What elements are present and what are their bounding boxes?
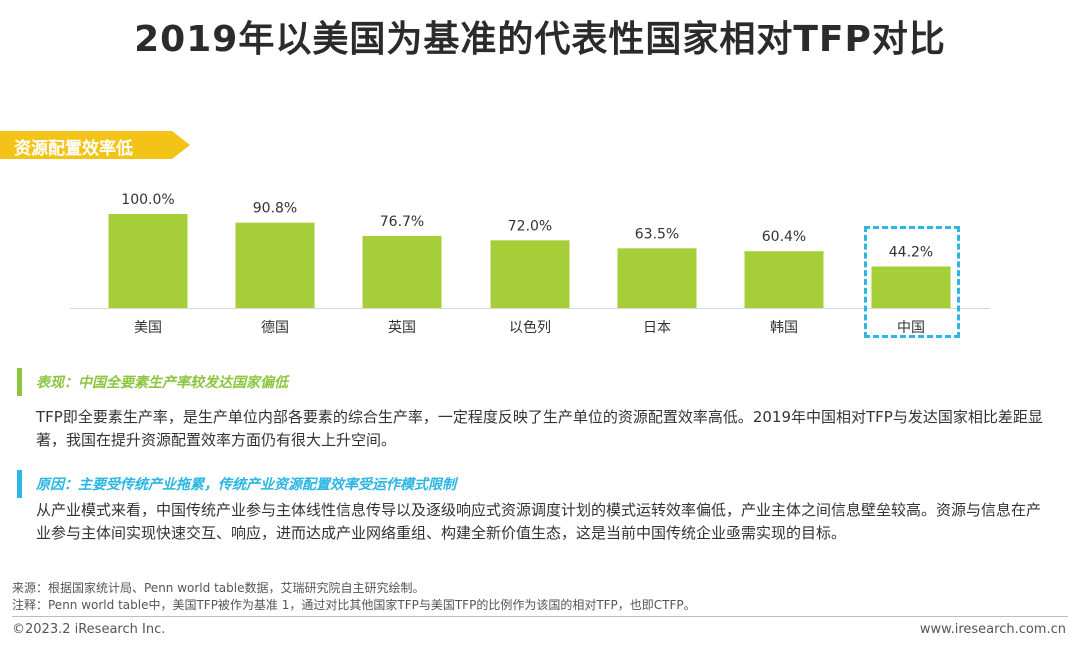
reason-heading: 原因：主要受传统产业拖累，传统产业资源配置效率受运作模式限制 xyxy=(36,477,456,493)
copyright: ©2023.2 iResearch Inc. xyxy=(12,622,166,637)
tfp-bar-chart: 100.0% 美国 90.8% 德国 76.7% 英国 72.0% 以色列 63.5% 日本 60.… xyxy=(70,192,990,336)
performance-heading: 表现：中国全要素生产率较发达国家偏低 xyxy=(36,375,288,391)
section-tag: 资源配置效率低 xyxy=(0,131,190,159)
category-label-3: 以色列 xyxy=(509,319,551,336)
category-label-2: 英国 xyxy=(388,319,416,336)
bar-1 xyxy=(235,222,315,308)
performance-body: TFP即全要素生产率，是生产单位内部各要素的综合生产率，一定程度反映了生产单位的… xyxy=(36,408,1043,449)
reason-body: 从产业模式来看，中国传统产业参与主体线性信息传导以及逐级响应式资源调度计划的模式… xyxy=(36,501,1042,542)
bar-2 xyxy=(362,235,442,308)
website-link[interactable]: www.iresearch.com.cn xyxy=(919,622,1066,637)
bar-0 xyxy=(108,214,188,308)
china-highlight-box xyxy=(864,226,960,338)
category-label-0: 美国 xyxy=(134,320,162,336)
page-title: 2019年以美国为基准的代表性国家相对TFP对比 xyxy=(134,19,946,60)
bar-6 xyxy=(871,266,951,308)
section-tag-label: 资源配置效率低 xyxy=(14,139,133,159)
bar-5 xyxy=(744,251,824,308)
category-label-6: 中国 xyxy=(897,320,925,336)
bar-4 xyxy=(617,248,697,308)
value-label-1: 90.8% xyxy=(253,201,297,217)
category-label-1: 德国 xyxy=(261,320,289,336)
value-label-5: 60.4% xyxy=(762,229,806,245)
note-footnote: 注释：Penn world table中，美国TFP被作为基准 1，通过对比其他… xyxy=(12,598,696,612)
reason-accent-bar xyxy=(17,470,22,498)
category-label-5: 韩国 xyxy=(770,320,798,336)
value-label-4: 63.5% xyxy=(635,226,679,242)
source-footnote: 来源：根据国家统计局、Penn world table数据，艾瑞研究院自主研究绘… xyxy=(12,581,425,595)
bar-3 xyxy=(490,240,570,308)
value-label-3: 72.0% xyxy=(508,218,552,234)
value-label-6: 44.2% xyxy=(889,244,933,260)
value-label-0: 100.0% xyxy=(121,192,174,208)
value-label-2: 76.7% xyxy=(380,214,424,230)
category-label-4: 日本 xyxy=(643,320,671,336)
performance-accent-bar xyxy=(17,368,22,396)
footer-divider xyxy=(12,616,1068,617)
